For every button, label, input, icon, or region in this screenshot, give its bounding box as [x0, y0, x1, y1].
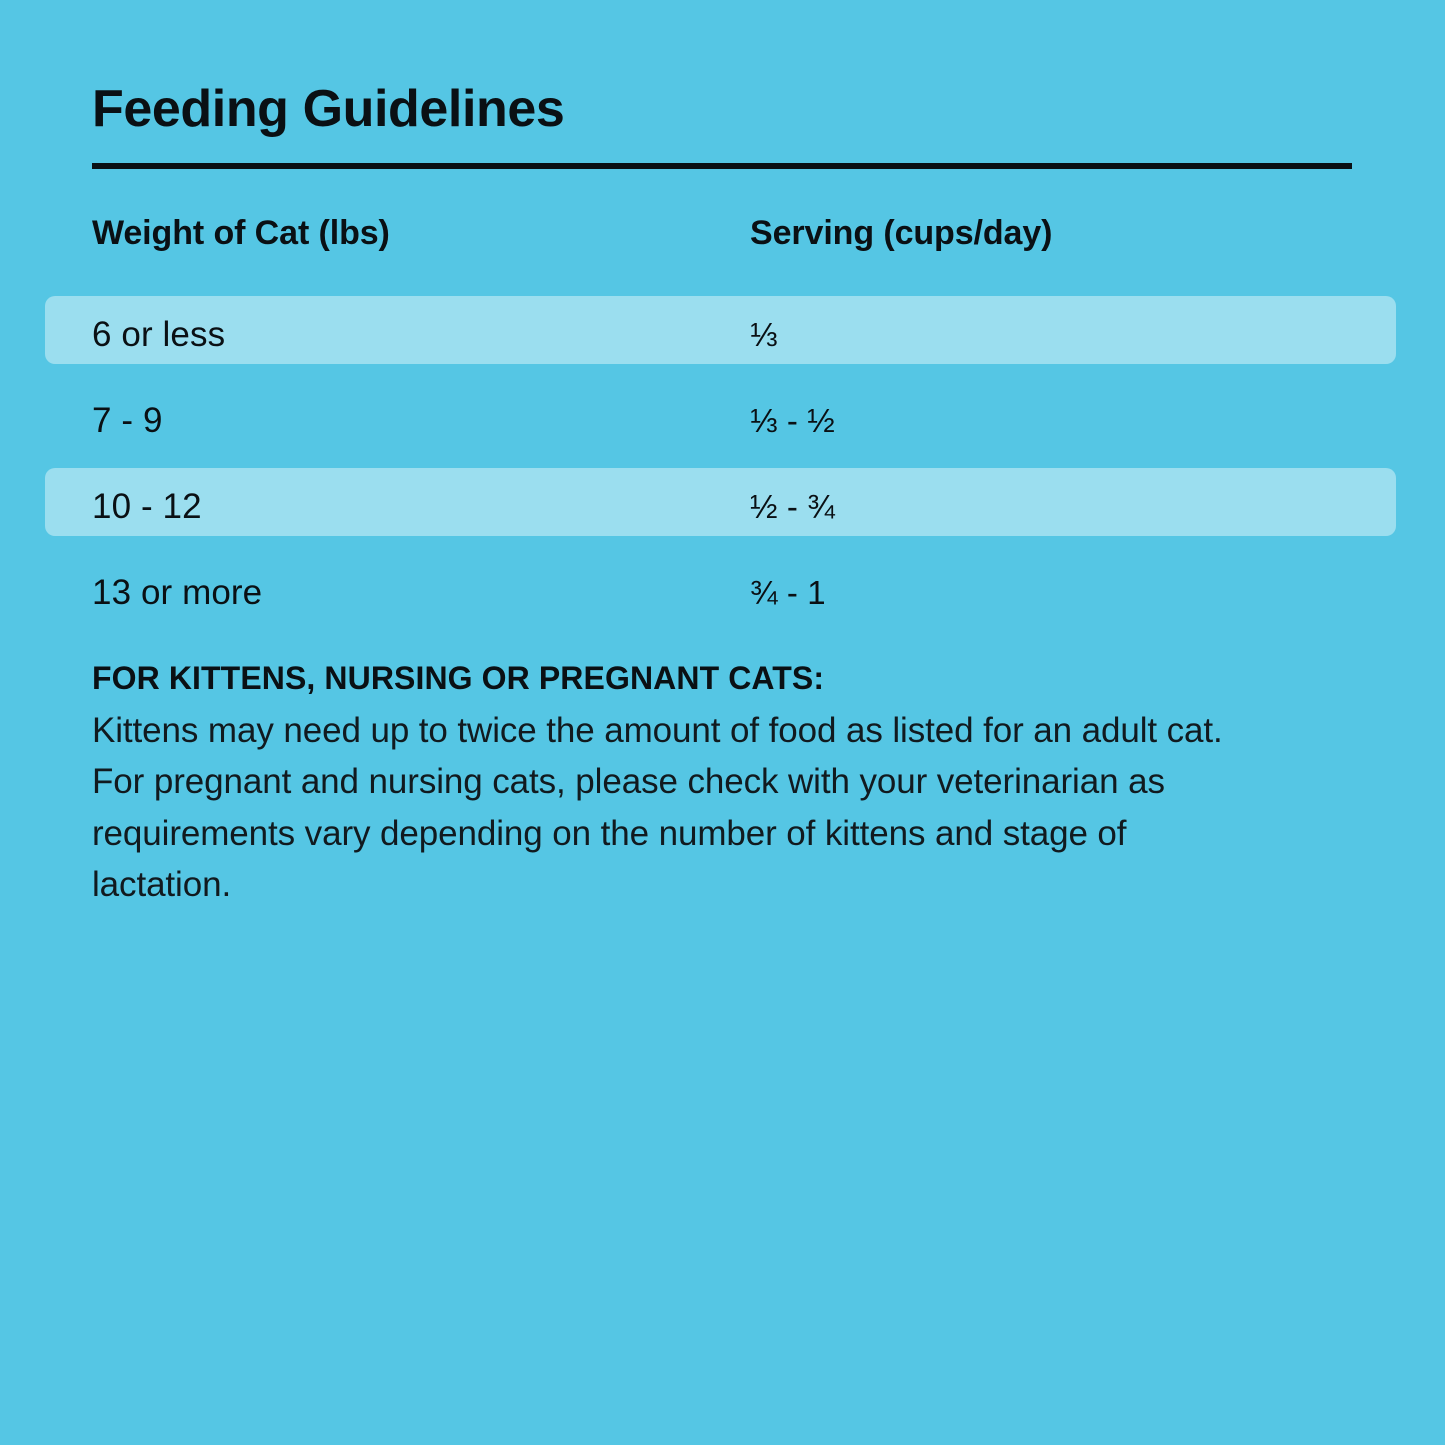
title-divider: [92, 163, 1352, 169]
cell-weight: 7 - 9: [92, 401, 163, 440]
kitten-note-heading: FOR KITTENS, NURSING OR PREGNANT CATS:: [92, 660, 825, 696]
table-row: 10 - 12 ½ - ¾: [0, 464, 1445, 550]
feeding-table: Weight of Cat (lbs) Serving (cups/day) 6…: [0, 210, 1445, 636]
table-row: 13 or more ¾ - 1: [0, 550, 1445, 636]
row-highlight: [45, 296, 1396, 364]
column-header-serving: Serving (cups/day): [750, 214, 1053, 252]
cell-serving: ¾ - 1: [750, 574, 826, 611]
cell-serving: ½ - ¾: [750, 488, 835, 525]
row-highlight: [45, 468, 1396, 536]
kitten-note-body: Kittens may need up to twice the amount …: [92, 710, 1223, 905]
page-title: Feeding Guidelines: [92, 80, 565, 138]
table-header-row: Weight of Cat (lbs) Serving (cups/day): [0, 210, 1445, 292]
column-header-weight: Weight of Cat (lbs): [92, 214, 390, 252]
cell-weight: 6 or less: [92, 315, 226, 354]
table-row: 6 or less ⅓: [0, 292, 1445, 378]
table-row: 7 - 9 ⅓ - ½: [0, 378, 1445, 464]
cell-weight: 13 or more: [92, 573, 263, 612]
cell-weight: 10 - 12: [92, 487, 202, 526]
cell-serving: ⅓ - ½: [750, 402, 835, 439]
kitten-note: FOR KITTENS, NURSING OR PREGNANT CATS: K…: [92, 658, 1292, 911]
cell-serving: ⅓: [750, 316, 778, 353]
